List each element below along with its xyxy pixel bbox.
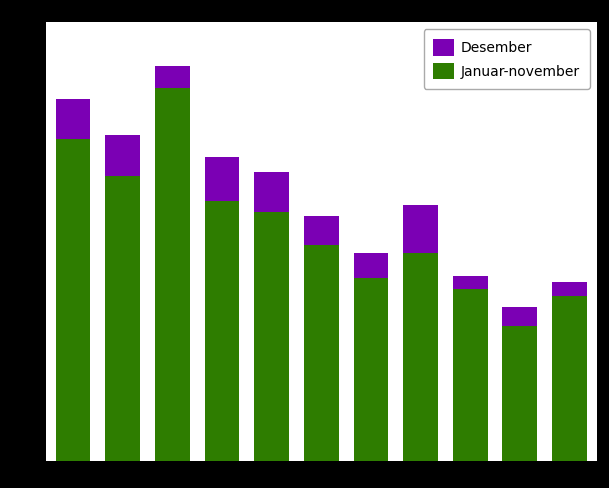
Bar — [254, 172, 289, 212]
Bar — [353, 278, 389, 461]
Bar — [304, 216, 339, 245]
Bar — [205, 157, 239, 201]
Bar — [552, 296, 587, 461]
Bar — [105, 176, 140, 461]
Bar — [353, 252, 389, 278]
Bar — [155, 66, 189, 88]
Bar — [403, 205, 438, 252]
Bar — [155, 88, 189, 461]
Bar — [552, 282, 587, 296]
Bar — [304, 245, 339, 461]
Bar — [105, 135, 140, 176]
Bar — [453, 289, 488, 461]
Legend: Desember, Januar-november: Desember, Januar-november — [423, 29, 590, 89]
Bar — [403, 252, 438, 461]
Bar — [55, 99, 90, 139]
Bar — [254, 212, 289, 461]
Bar — [55, 139, 90, 461]
Bar — [453, 276, 488, 289]
Bar — [205, 201, 239, 461]
Bar — [502, 307, 537, 326]
Bar — [502, 326, 537, 461]
